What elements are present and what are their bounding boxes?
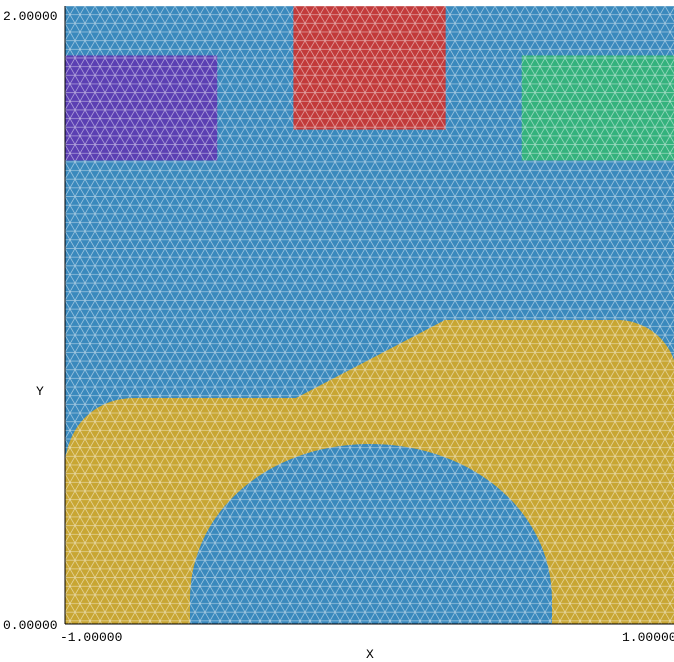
y-max-label: 2.00000 bbox=[3, 9, 58, 24]
y-axis-title: Y bbox=[36, 384, 44, 399]
y-min-label: 0.00000 bbox=[3, 618, 58, 633]
x-axis-title: X bbox=[366, 647, 374, 662]
x-min-label: -1.00000 bbox=[60, 630, 122, 645]
mesh-overlay bbox=[65, 6, 674, 624]
x-max-label: 1.00000 bbox=[622, 630, 674, 645]
